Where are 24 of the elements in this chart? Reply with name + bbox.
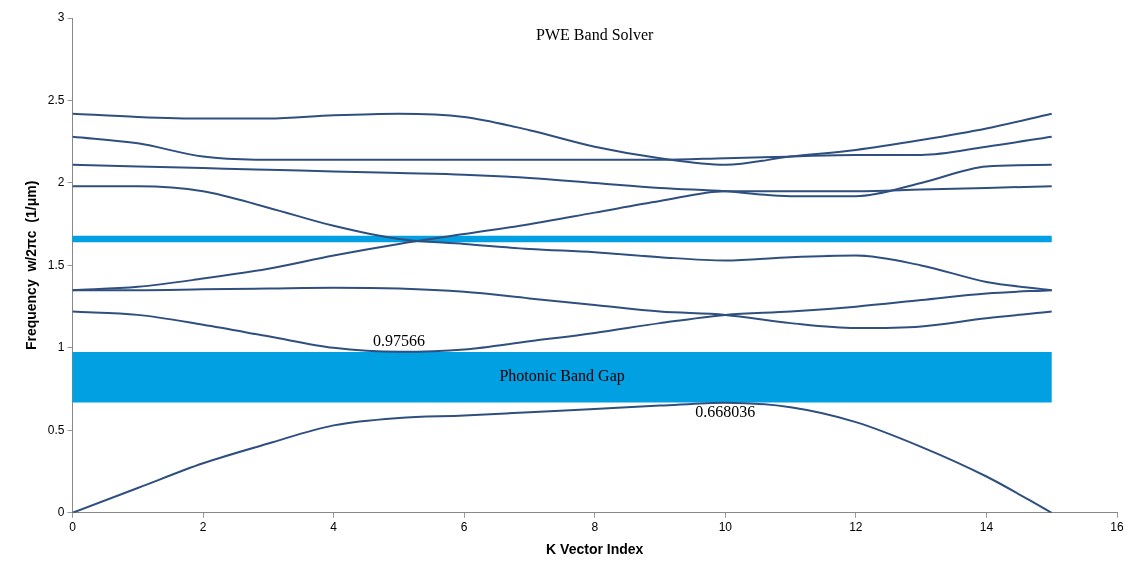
x-tick-label: 10 — [718, 520, 733, 535]
y-tick-label: 1.5 — [47, 257, 65, 272]
y-tick-label: 2 — [57, 175, 65, 190]
y-tick-label: 0.5 — [47, 422, 65, 437]
y-tick-label: 0 — [57, 505, 65, 520]
band-label: Photonic Band Gap — [499, 367, 625, 386]
x-tick-label: 14 — [979, 520, 994, 535]
x-tick-label: 8 — [591, 520, 599, 535]
y-axis-title: Frequency w/2πc (1/μm) — [23, 180, 40, 351]
x-tick-label: 2 — [199, 520, 207, 535]
line-series — [72, 401, 1053, 513]
annotation: 0.97566 — [372, 332, 425, 350]
x-tick-label: 16 — [1110, 520, 1124, 535]
y-tick-label: 1 — [57, 340, 65, 355]
x-tick-label: 4 — [330, 520, 338, 535]
x-tick-label: 0 — [69, 520, 77, 535]
line-series — [72, 112, 1053, 166]
x-tick-label: 6 — [460, 520, 468, 535]
x-axis-title: K Vector Index — [546, 541, 644, 558]
y-tick-label: 3 — [57, 10, 65, 25]
annotation: 0.668036 — [695, 402, 756, 420]
y-tick-label: 2.5 — [47, 92, 65, 107]
text: PWE Band Solver — [536, 26, 655, 44]
x-tick-label: 12 — [849, 520, 863, 535]
